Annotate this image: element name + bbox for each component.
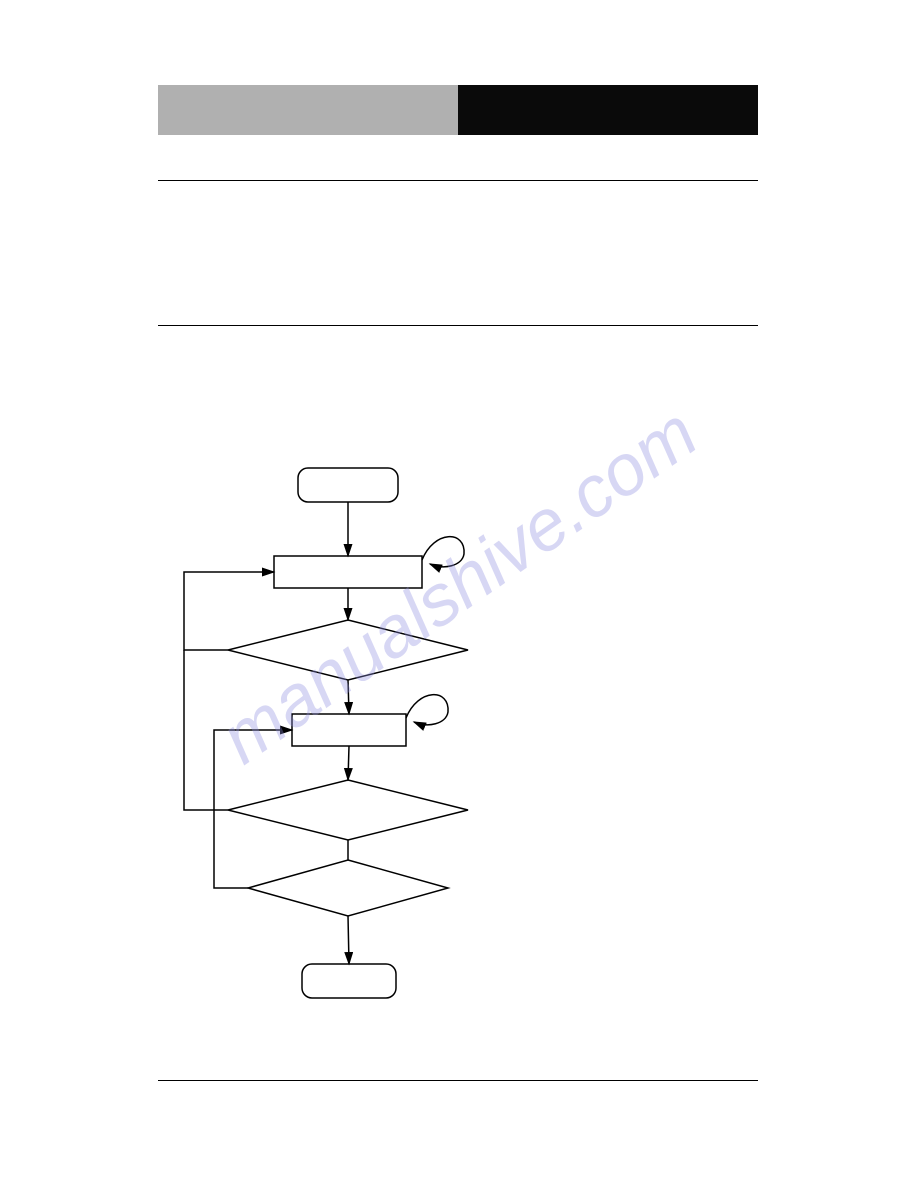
flowchart [0,0,918,1188]
node-proc2 [292,714,406,746]
node-dec2 [228,780,468,840]
edge-5 [348,916,349,964]
feedback-edge-0 [184,572,274,650]
node-proc1 [274,556,422,588]
node-dec1 [228,620,468,680]
edge-2 [348,680,349,714]
node-dec3 [248,860,448,916]
self-loop-0 [422,537,464,567]
edge-3 [348,746,349,780]
self-loop-1 [406,695,448,725]
node-end [302,964,396,998]
node-start [298,468,398,502]
